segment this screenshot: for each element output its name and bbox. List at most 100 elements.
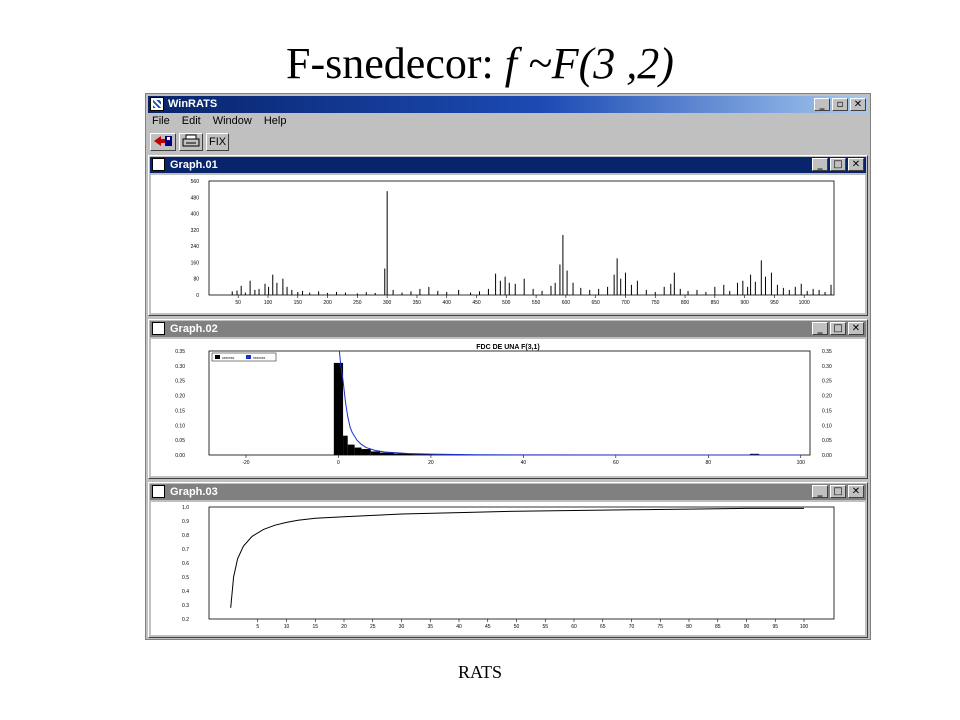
plot-frame: [208, 180, 835, 296]
graph-03-window[interactable]: Graph.03 _ □ ✕ 0.2 0.3 0.4 0.5 0.6 0.7 0.8 0.9 1…: [148, 482, 868, 638]
graph-02-plot-area: FDC DE UNA F(3,1) 0.00 0.00 0.05 0.05 0.10 0.…: [151, 339, 865, 476]
menu-file[interactable]: File: [152, 115, 170, 127]
histogram-bar: [354, 447, 362, 455]
cdf-chart: 0.2 0.3 0.4 0.5 0.6 0.7 0.8 0.9 1.0 5 10 15 20 25 30 35…: [182, 505, 835, 630]
x-tick-label: 30: [399, 624, 405, 630]
y-tick-label-left: 0.30: [175, 364, 185, 370]
x-tick-label: 250: [353, 300, 362, 306]
minimize-icon[interactable]: _: [814, 98, 830, 111]
histogram-chart: FDC DE UNA F(3,1) 0.00 0.00 0.05 0.05 0.10 0.…: [175, 344, 832, 466]
graph-03-title: Graph.03: [170, 486, 218, 498]
histogram-bar: [412, 454, 431, 455]
x-tick-label: 850: [711, 300, 720, 306]
x-tick-label: 35: [427, 624, 433, 630]
x-tick-label: 100: [264, 300, 273, 306]
x-tick-label: 95: [772, 624, 778, 630]
legend-label: xxxxxxx: [253, 356, 266, 360]
x-tick-label: 1000: [799, 300, 810, 306]
close-icon[interactable]: ✕: [848, 158, 864, 171]
menu-window[interactable]: Window: [212, 115, 252, 127]
toolbar: FIX: [150, 133, 230, 153]
x-tick-label: 70: [629, 624, 635, 630]
graph-01-window[interactable]: Graph.01 _ □ ✕ 0 80 160 240 320 400 480 560 50 10…: [148, 155, 868, 316]
x-tick-label: 300: [383, 300, 392, 306]
close-icon[interactable]: ✕: [848, 485, 864, 498]
histogram-bar: [347, 444, 355, 455]
graph-02-window[interactable]: Graph.02 _ □ ✕ FDC DE UNA F(3,1) 0.00 0.0…: [148, 319, 868, 479]
minimize-icon[interactable]: _: [812, 485, 828, 498]
graph-03-titlebar[interactable]: Graph.03 _ □ ✕: [150, 484, 866, 500]
restore-icon[interactable]: ▫: [832, 98, 848, 111]
x-tick-label: 0: [337, 460, 340, 466]
close-icon[interactable]: ✕: [848, 322, 864, 335]
graph-02-titlebar[interactable]: Graph.02 _ □ ✕: [150, 321, 866, 337]
x-tick-label: 60: [613, 460, 619, 466]
y-tick-label: 160: [191, 260, 200, 266]
x-tick-label: 100: [797, 460, 806, 466]
minimize-icon[interactable]: _: [812, 158, 828, 171]
density-curve: [338, 350, 801, 456]
y-tick-label-right: 0.20: [822, 394, 832, 400]
y-tick-label: 0.4: [182, 589, 189, 595]
y-tick-label: 80: [193, 277, 199, 283]
x-tick-label: 25: [370, 624, 376, 630]
menu-help[interactable]: Help: [263, 115, 287, 127]
save-button[interactable]: [150, 133, 176, 151]
slide-title: F-snedecor: f ~F(3 ,2): [0, 38, 960, 89]
graph-icon: [152, 158, 165, 171]
x-tick-label: 80: [706, 460, 712, 466]
printer-icon: [182, 134, 200, 147]
x-tick-label: 5: [256, 624, 259, 630]
graph-01-titlebar[interactable]: Graph.01 _ □ ✕: [150, 157, 866, 173]
y-tick-label: 400: [191, 212, 200, 218]
maximize-icon[interactable]: □: [830, 158, 846, 171]
x-tick-label: 550: [532, 300, 541, 306]
x-tick-label: 20: [428, 460, 434, 466]
x-tick-label: 50: [514, 624, 520, 630]
histogram-bar: [333, 362, 344, 455]
spike-chart: 0 80 160 240 320 400 480 560 50 100 150 200 250 300 35…: [191, 179, 835, 306]
close-icon[interactable]: ✕: [850, 98, 866, 111]
y-tick-label: 0.7: [182, 547, 189, 553]
x-tick-label: 40: [521, 460, 527, 466]
fix-button[interactable]: FIX: [206, 133, 230, 151]
maximize-icon[interactable]: □: [830, 322, 846, 335]
y-tick-label-right: 0.30: [822, 364, 832, 370]
x-tick-label: 350: [413, 300, 422, 306]
menu-edit[interactable]: Edit: [181, 115, 201, 127]
x-tick-label: 45: [485, 624, 491, 630]
x-tick-label: 800: [681, 300, 690, 306]
x-tick-label: 10: [284, 624, 290, 630]
x-tick-label: 400: [443, 300, 452, 306]
y-tick-label: 0.3: [182, 603, 189, 609]
y-tick-label-left: 0.20: [175, 394, 185, 400]
app-title: WinRATS: [168, 98, 218, 110]
histogram-bar: [343, 435, 348, 455]
x-tick-label: 450: [472, 300, 481, 306]
x-tick-label: 90: [744, 624, 750, 630]
slide-title-math: f ~F(3 ,2): [504, 39, 674, 88]
print-button[interactable]: [179, 133, 203, 151]
minimize-icon[interactable]: _: [812, 322, 828, 335]
y-tick-label: 480: [191, 195, 200, 201]
y-tick-label-right: 0.05: [822, 438, 832, 444]
legend-swatch: [215, 355, 220, 359]
x-tick-label: 500: [502, 300, 511, 306]
x-tick-label: 200: [323, 300, 332, 306]
graph-01-title: Graph.01: [170, 159, 218, 171]
maximize-icon[interactable]: □: [830, 485, 846, 498]
x-tick-label: 65: [600, 624, 606, 630]
y-tick-label: 0.8: [182, 533, 189, 539]
y-tick-label-left: 0.25: [175, 379, 185, 385]
histogram-bar: [749, 453, 760, 455]
x-tick-label: 50: [235, 300, 241, 306]
legend-swatch: [246, 355, 251, 359]
y-tick-label: 1.0: [182, 505, 189, 511]
y-tick-label: 0.9: [182, 519, 189, 525]
app-titlebar[interactable]: WinRATS _ ▫ ✕: [148, 96, 868, 113]
x-tick-label: 650: [592, 300, 601, 306]
x-tick-label: 80: [686, 624, 692, 630]
y-tick-label-right: 0.15: [822, 408, 832, 414]
chart-title: FDC DE UNA F(3,1): [476, 344, 540, 351]
x-tick-label: 600: [562, 300, 571, 306]
